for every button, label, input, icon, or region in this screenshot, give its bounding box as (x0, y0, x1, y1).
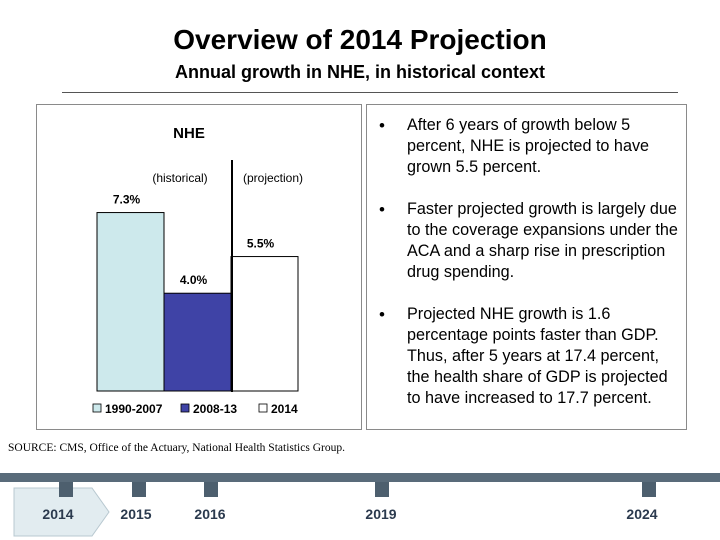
timeline-bar (0, 473, 720, 482)
timeline-marker-2016 (204, 482, 218, 497)
bar-2014 (230, 256, 299, 392)
timeline-marker-2019 (375, 482, 389, 497)
legend-label-2014: 2014 (271, 402, 298, 416)
annotation-projection: (projection) (243, 171, 303, 185)
bullet-marker: • (379, 116, 385, 135)
bar-1990-2007 (96, 212, 165, 392)
chart-panel: NHE (historical) (projection) 7.3% 4.0% 5.… (36, 104, 362, 430)
bullet-text: Projected NHE growth is 1.6 percentage p… (407, 305, 668, 407)
bullet-item: • After 6 years of growth below 5 percen… (375, 115, 685, 178)
legend-swatch-2008-13 (180, 403, 190, 413)
legend-swatch-1990-2007 (92, 403, 102, 413)
bullet-item: • Projected NHE growth is 1.6 percentage… (375, 304, 685, 409)
timeline-active-chevron (13, 487, 110, 537)
bullet-text: After 6 years of growth below 5 percent,… (407, 116, 650, 176)
key-points-panel: • After 6 years of growth below 5 percen… (366, 104, 687, 430)
timeline-marker-2014 (59, 482, 73, 497)
timeline-year-2019[interactable]: 2019 (365, 506, 396, 522)
nhe-bar-chart: NHE (historical) (projection) 7.3% 4.0% 5.… (92, 125, 303, 416)
data-label-2014: 5.5% (247, 237, 275, 251)
annotation-historical: (historical) (152, 171, 207, 185)
page-title: Overview of 2014 Projection (173, 24, 547, 55)
timeline: 2014 2015 2016 2019 2024 (0, 473, 720, 537)
timeline-year-2015[interactable]: 2015 (120, 506, 151, 522)
bullet-item: • Faster projected growth is largely due… (375, 199, 685, 283)
legend-label-1990-2007: 1990-2007 (105, 402, 163, 416)
timeline-marker-2024 (642, 482, 656, 497)
bar-2008-13 (163, 292, 232, 392)
bullet-marker: • (379, 200, 385, 219)
bullet-text: Faster projected growth is largely due t… (407, 200, 678, 281)
bullet-marker: • (379, 305, 385, 324)
legend-label-2008-13: 2008-13 (193, 402, 237, 416)
timeline-marker-2015 (132, 482, 146, 497)
header-divider (62, 92, 678, 93)
data-label-2008-13: 4.0% (180, 273, 208, 287)
page-subtitle: Annual growth in NHE, in historical cont… (174, 62, 546, 82)
legend-swatch-2014 (258, 403, 268, 413)
timeline-year-2014[interactable]: 2014 (42, 506, 73, 522)
timeline-year-2016[interactable]: 2016 (194, 506, 225, 522)
chart-title: NHE (173, 125, 205, 142)
timeline-year-2024[interactable]: 2024 (626, 506, 657, 522)
source-note: SOURCE: CMS, Office of the Actuary, Nati… (8, 442, 345, 454)
data-label-1990-2007: 7.3% (113, 193, 141, 207)
